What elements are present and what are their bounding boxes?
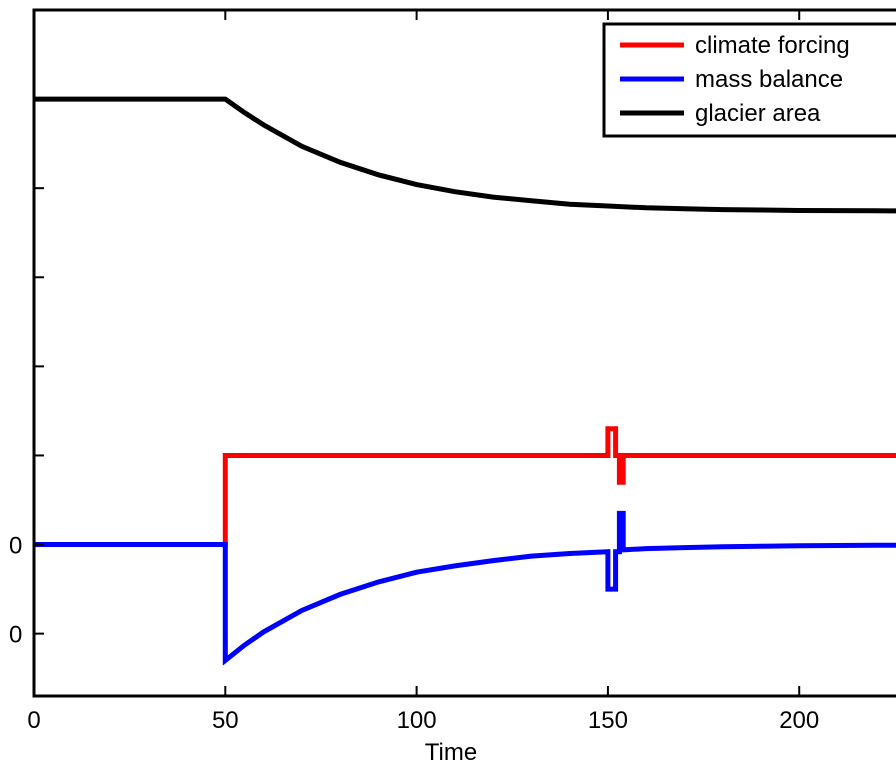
y-zero-label-2: 0 [9,622,22,649]
series-line-mass-balance [34,510,896,666]
y-zero-label-1: 0 [9,533,22,560]
x-tick-label-100: 100 [397,707,437,734]
series-line-glacier-area [34,96,896,214]
series-layer [34,96,896,666]
x-tick-label-150: 150 [588,707,628,734]
legend-label-glacier-area: glacier area [695,100,821,127]
series-line-climate-forcing [34,426,896,547]
ticks-layer: 0 50 100 150 200 0 0 [9,10,819,734]
x-tick-label-200: 200 [779,707,819,734]
x-axis-label: Time [425,739,477,766]
plot-frame [32,8,896,698]
legend-label-climate-forcing: climate forcing [695,32,850,59]
legend-label-mass-balance: mass balance [695,66,843,93]
x-tick-label-50: 50 [212,707,239,734]
x-tick-label-0: 0 [27,707,40,734]
legend: climate forcing mass balance glacier area [602,22,896,138]
